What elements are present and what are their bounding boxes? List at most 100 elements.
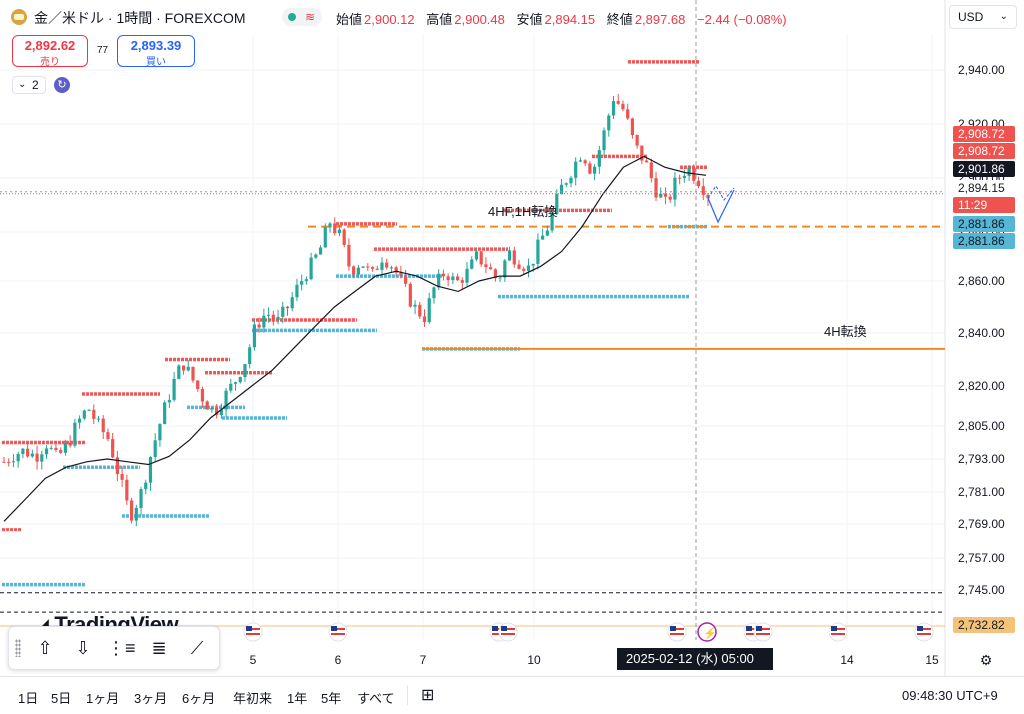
candle-body bbox=[333, 223, 337, 234]
symbol-title[interactable]: 金／米ドル · 1時間 · FOREXCOM bbox=[34, 10, 246, 26]
range-1y[interactable]: 1年 bbox=[287, 691, 308, 706]
candle-body bbox=[44, 448, 49, 455]
range-6m[interactable]: 6ヶ月 bbox=[182, 691, 216, 706]
candle-body bbox=[531, 263, 535, 266]
candle-body bbox=[49, 447, 53, 449]
projection-path bbox=[707, 189, 735, 224]
candle-body bbox=[205, 401, 209, 410]
us-flag-event-icon bbox=[914, 622, 934, 642]
fib-extension-icon[interactable]: ≣ bbox=[151, 638, 167, 658]
candle-body bbox=[196, 380, 200, 389]
fib-retracement-icon[interactable]: ⋮≡ bbox=[107, 638, 136, 658]
candle-body bbox=[422, 316, 427, 323]
candle-body bbox=[380, 262, 384, 270]
candle-body bbox=[219, 409, 223, 416]
candle-body bbox=[238, 377, 242, 383]
axis-settings-icon[interactable]: ⚙ bbox=[979, 652, 993, 668]
range-1d[interactable]: 1日 bbox=[18, 691, 39, 706]
gold-symbol-icon bbox=[11, 9, 27, 25]
candle-body bbox=[616, 101, 620, 104]
price-chart[interactable]: 2,940.002,920.002,900.002,880.002,860.00… bbox=[0, 0, 1024, 676]
chevron-down-icon: ⌄ bbox=[18, 79, 27, 90]
us-flag-stripe bbox=[756, 628, 770, 630]
low-label: 安値 bbox=[516, 12, 543, 27]
range-5d[interactable]: 5日 bbox=[51, 691, 72, 706]
candle-body bbox=[285, 306, 290, 309]
candle-body bbox=[663, 193, 668, 197]
price-label-orange-bg bbox=[953, 617, 1015, 633]
us-flag-canton bbox=[831, 626, 837, 631]
candle-body bbox=[512, 250, 516, 265]
crosshair-date-bg bbox=[617, 648, 773, 670]
candle-body bbox=[564, 183, 568, 185]
candle-body bbox=[555, 194, 559, 214]
candle-body bbox=[16, 454, 20, 462]
low-value: 2,894.15 bbox=[544, 12, 596, 27]
sync-icon[interactable]: ↻ bbox=[54, 77, 70, 93]
arrow-down-icon[interactable]: ⇩ bbox=[75, 638, 91, 658]
candle-body bbox=[706, 194, 710, 199]
buy-price: 2,893.39 bbox=[130, 38, 182, 53]
change-value: −2.44 (−0.08%) bbox=[697, 12, 787, 27]
range-ytd[interactable]: 年初来 bbox=[233, 691, 273, 706]
range-3m[interactable]: 3ヶ月 bbox=[134, 691, 168, 706]
candle-body bbox=[559, 184, 564, 195]
us-flag-canton bbox=[331, 626, 337, 631]
candle-body bbox=[290, 297, 294, 309]
candle-body bbox=[96, 418, 101, 420]
candle-body bbox=[588, 163, 592, 174]
candle-body bbox=[120, 474, 124, 480]
range-1m[interactable]: 1ヶ月 bbox=[86, 691, 120, 706]
candle-body bbox=[63, 442, 68, 453]
candle-body bbox=[304, 279, 308, 282]
annotation-4hf1h: 4HF,1H転換 bbox=[488, 204, 557, 219]
drawing-toolbar: ⇧ ⇩ ⋮≡ ≣ ⟋ bbox=[8, 626, 220, 670]
candle-body bbox=[337, 229, 342, 234]
candle-body bbox=[659, 193, 663, 198]
candle-body bbox=[682, 175, 686, 179]
annotation-4h: 4H転換 bbox=[824, 324, 867, 339]
candle-body bbox=[375, 268, 379, 270]
candle-body bbox=[404, 275, 408, 284]
candle-body bbox=[370, 267, 375, 269]
currency-selector[interactable]: USD ⌄ bbox=[949, 5, 1017, 29]
drag-grip-icon[interactable] bbox=[15, 639, 21, 657]
separator bbox=[407, 685, 408, 705]
x-tick-label: 5 bbox=[250, 653, 257, 667]
candle-body bbox=[276, 316, 280, 321]
calendar-goto-icon[interactable]: ⊞ bbox=[421, 687, 435, 704]
sell-button[interactable]: 2,892.62 売り bbox=[12, 35, 88, 68]
projection-path-dashed bbox=[707, 185, 735, 201]
indicator-toggle[interactable]: ⌄ 2 bbox=[12, 76, 46, 94]
candle-body bbox=[314, 254, 318, 258]
candle-body bbox=[115, 457, 119, 475]
candle-body bbox=[630, 118, 635, 136]
candle-body bbox=[597, 150, 601, 167]
candle-body bbox=[82, 410, 86, 419]
candle-body bbox=[172, 378, 176, 400]
us-flag-stripe bbox=[917, 633, 931, 635]
buy-button[interactable]: 2,893.39 買い bbox=[117, 35, 195, 68]
candle-body bbox=[248, 347, 252, 365]
y-tick-label: 2,805.00 bbox=[958, 419, 1005, 433]
range-all[interactable]: すべて bbox=[357, 691, 395, 706]
market-status-pill[interactable]: ≋ bbox=[282, 8, 322, 26]
candle-body bbox=[441, 273, 446, 277]
candle-body bbox=[517, 264, 521, 269]
candle-body bbox=[489, 267, 493, 270]
price-label-red-1: 2,908.72 bbox=[958, 127, 1005, 141]
y-tick-label: 2,769.00 bbox=[958, 517, 1005, 531]
lightning-glyph: ⚡ bbox=[703, 627, 717, 640]
trend-line-icon[interactable]: ⟋ bbox=[190, 638, 204, 658]
candle-body bbox=[300, 281, 304, 285]
candle-body bbox=[134, 507, 138, 521]
candle-body bbox=[163, 402, 167, 425]
arrow-up-icon[interactable]: ⇧ bbox=[37, 638, 53, 658]
candle-body bbox=[309, 257, 313, 280]
candle-body bbox=[224, 390, 228, 410]
candle-body bbox=[342, 229, 346, 245]
range-5y[interactable]: 5年 bbox=[321, 691, 342, 706]
candle-body bbox=[186, 366, 190, 371]
candle-body bbox=[602, 130, 606, 151]
candle-body bbox=[191, 366, 195, 381]
